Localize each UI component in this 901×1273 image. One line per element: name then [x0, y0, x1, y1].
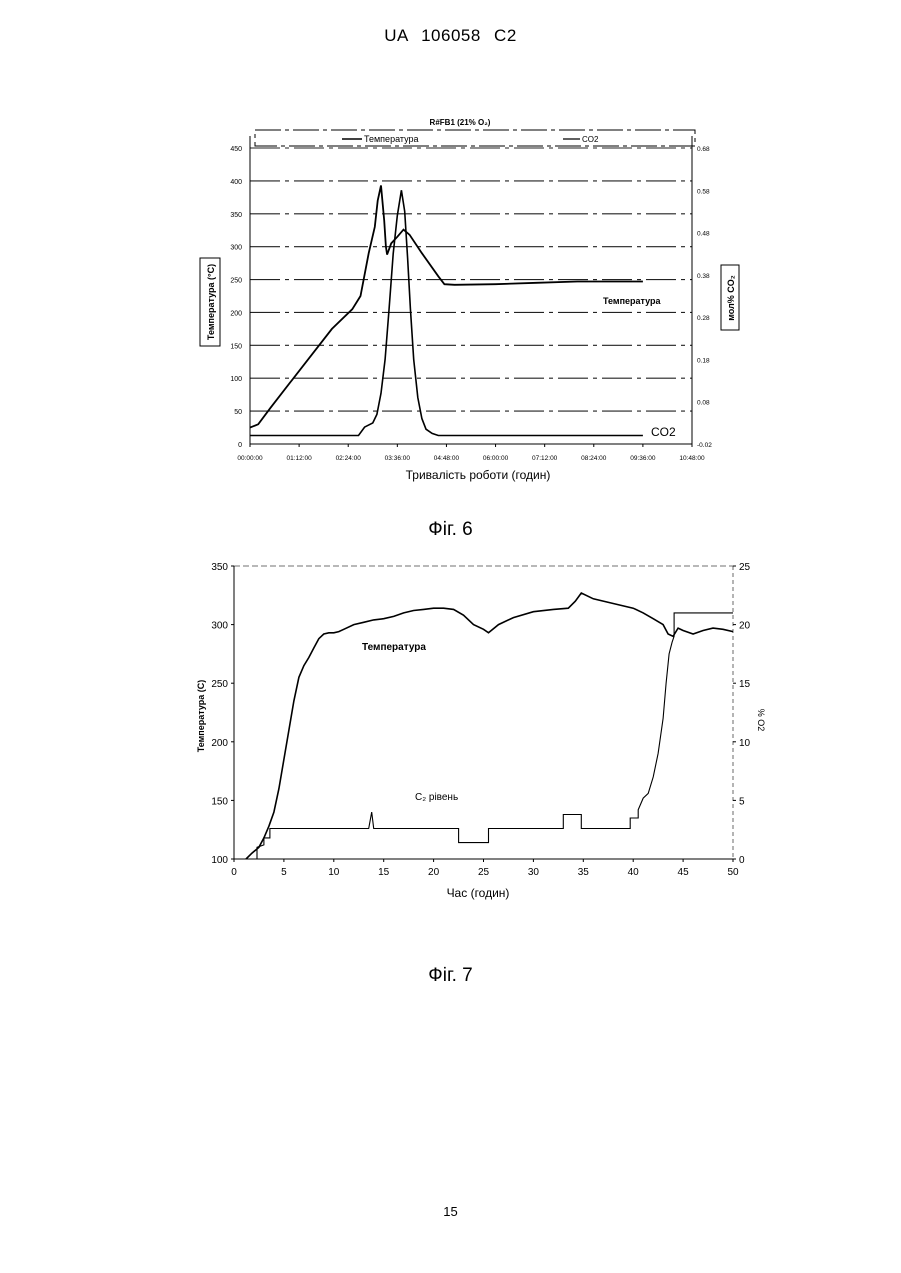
x-tick-label: 10: [328, 867, 340, 878]
page-number: 15: [0, 1204, 901, 1219]
x-tick-label: 20: [428, 867, 440, 878]
y-tick-label: 300: [211, 621, 228, 632]
y2-tick-label: 20: [739, 621, 751, 632]
y2-tick-label: 5: [739, 796, 745, 807]
x-tick-label: 35: [578, 867, 590, 878]
y2-tick-label: 10: [739, 738, 751, 749]
x-tick-label: 30: [528, 867, 540, 878]
y-tick-label: 100: [211, 855, 228, 866]
annotation-temperature: Температура: [362, 642, 426, 653]
y2-axis-label: % O2: [756, 709, 766, 732]
x-tick-label: 25: [478, 867, 490, 878]
x-tick-label: 5: [281, 867, 287, 878]
y-tick-label: 350: [211, 562, 228, 573]
x-tick-label: 45: [678, 867, 690, 878]
y-tick-label: 200: [211, 738, 228, 749]
y2-tick-label: 15: [739, 679, 751, 690]
y2-tick-label: 25: [739, 562, 751, 573]
x-axis-label: Час (годин): [447, 886, 510, 900]
figure-7-chart: 1001502002503003500510152025051015202530…: [0, 0, 901, 960]
figure-7-caption: Фіг. 7: [0, 965, 901, 987]
y-axis-label: Температура (С): [196, 680, 206, 753]
x-tick-label: 15: [378, 867, 390, 878]
x-tick-label: 50: [727, 867, 739, 878]
y-tick-label: 250: [211, 679, 228, 690]
x-tick-label: 40: [628, 867, 640, 878]
annotation-o2-level: C₂ рівень: [415, 792, 458, 803]
series-line-o2-level: [249, 613, 733, 859]
y-tick-label: 150: [211, 796, 228, 807]
series-line-temperature: [246, 593, 733, 859]
x-tick-label: 0: [231, 867, 237, 878]
y2-tick-label: 0: [739, 855, 745, 866]
